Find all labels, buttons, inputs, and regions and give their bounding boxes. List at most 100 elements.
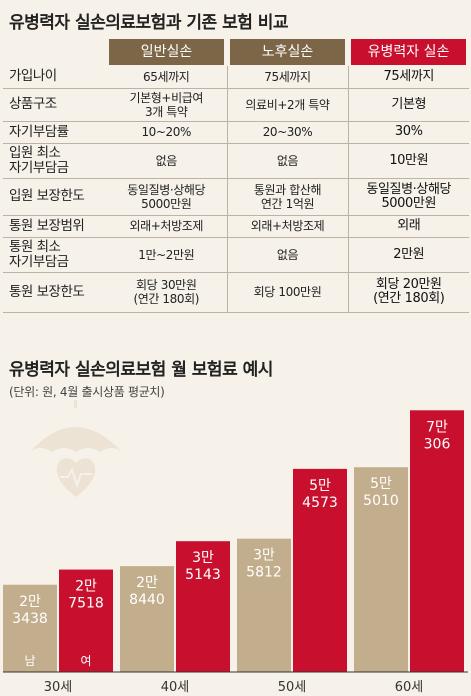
- table-cell: 75세까지: [348, 66, 469, 89]
- bar-female: [410, 410, 464, 672]
- x-tick-label: 50세: [278, 680, 307, 695]
- bar-value-label: 7만: [426, 419, 448, 435]
- table-cell: 30%: [348, 121, 469, 144]
- row-label: 자기부담률: [3, 121, 106, 144]
- table-cell: 2만원: [348, 237, 469, 273]
- bar-male: [3, 584, 57, 672]
- row-label-line: 입원 보장한도: [9, 188, 85, 204]
- cell-line: 외래+처방조제: [250, 219, 325, 233]
- row-label: 가입나이: [3, 66, 106, 89]
- column-header: 일반실손: [106, 38, 227, 66]
- column-header: 노후실손: [227, 38, 348, 66]
- cell-line: (연간 180회): [133, 292, 200, 306]
- table-cell: 동일질병·상해당 5000만원: [106, 178, 227, 216]
- bar-value-label: 3만: [253, 548, 275, 564]
- table-cell: 회당 20만원 (연간 180회): [348, 272, 469, 313]
- bar-value-label: 306: [424, 436, 451, 452]
- cell-line: 의료비+2개 특약: [245, 97, 330, 112]
- cell-line: 5000만원: [381, 195, 437, 211]
- row-label-line: 통원 보장한도: [9, 283, 85, 300]
- table-row: 상품구조 기본형+비급여 3개 특약 의료비+2개 특약 기본형: [3, 88, 469, 122]
- x-tick-label: 30세: [44, 680, 73, 695]
- table-cell: 75세까지: [226, 66, 349, 89]
- table-cell: 회당 30만원 (연간 180회): [106, 272, 227, 313]
- table-cell: 기본형+비급여 3개 특약: [106, 88, 227, 122]
- table-cell: 외래: [348, 215, 469, 238]
- cell-line: 30%: [394, 124, 423, 139]
- cell-line: 2만원: [393, 246, 425, 262]
- cell-line: 회당 20만원: [375, 277, 442, 292]
- row-label: 입원 최소 자기부담금: [3, 143, 106, 179]
- cell-line: 기본형+비급여: [129, 90, 204, 105]
- row-label-line: 자기부담금: [9, 159, 69, 176]
- bar-value-label: 2만: [75, 579, 97, 595]
- cell-line: 없음: [276, 153, 299, 168]
- bar-value-label: 2만: [136, 575, 158, 591]
- cell-line: (연간 180회): [373, 291, 445, 306]
- cell-line: 20~30%: [262, 125, 313, 139]
- chart-title: 유병력자 실손의료보험 월 보험료 예시: [9, 360, 273, 380]
- row-label: 입원 보장한도: [3, 178, 106, 216]
- table-cell: 없음: [226, 237, 349, 273]
- x-tick-label: 40세: [161, 680, 190, 695]
- table-cell: 기본형: [348, 88, 469, 122]
- table-cell: 외래+처방조제: [106, 215, 227, 238]
- row-label-line: 입원 최소: [9, 144, 61, 161]
- bar-female: [59, 569, 113, 672]
- cell-line: 65세까지: [143, 69, 190, 84]
- cell-line: 동일질병·상해당: [127, 182, 206, 197]
- cell-line: 10~20%: [141, 125, 192, 139]
- row-label-line: 상품구조: [9, 96, 57, 112]
- row-label: 통원 보장한도: [3, 272, 106, 313]
- row-label-line: 자기부담금: [9, 253, 69, 270]
- bar-value-label: 3만: [192, 550, 214, 566]
- table-row: 입원 최소 자기부담금 없음 없음 10만원: [3, 143, 469, 179]
- cell-line: 기본형: [391, 96, 427, 112]
- column-header-label: 노후실손: [230, 39, 345, 65]
- series-legend-label: 남: [24, 654, 35, 668]
- cell-line: 회당 30만원: [136, 278, 197, 292]
- row-label-line: 통원 보장범위: [9, 217, 85, 234]
- bar-female: [293, 468, 347, 672]
- row-label-line: 통원 최소: [9, 238, 61, 255]
- cell-line: 회당 100만원: [253, 285, 322, 299]
- bar-value-label: 5만: [370, 476, 392, 492]
- cell-line: 통원과 합산해: [253, 182, 322, 197]
- bar-value-label: 3438: [12, 611, 48, 627]
- row-label: 통원 보장범위: [3, 215, 106, 238]
- cell-line: 3개 특약: [144, 104, 188, 119]
- bar-value-label: 2만: [19, 594, 41, 610]
- table-row: 자기부담률 10~20% 20~30% 30%: [3, 121, 469, 144]
- column-header: 유병력자 실손: [348, 38, 469, 66]
- table-cell: 10~20%: [106, 121, 227, 144]
- bar-male: [354, 467, 408, 672]
- cell-line: 없음: [155, 153, 178, 168]
- table-row: 입원 보장한도 동일질병·상해당 5000만원 통원과 합산해 연간 1억원 동일질병·상…: [3, 178, 469, 216]
- cell-line: 외래+처방조제: [129, 219, 204, 233]
- bar-value-label: 5010: [363, 493, 399, 509]
- table-cell: 동일질병·상해당 5000만원: [348, 178, 469, 216]
- table-cell: 없음: [106, 143, 227, 179]
- table-row: 통원 보장한도 회당 30만원 (연간 180회) 회당 100만원 회당 20만원 (연…: [3, 272, 469, 313]
- table-cell: 통원과 합산해 연간 1억원: [226, 178, 349, 216]
- table-cell: 65세까지: [106, 66, 227, 89]
- cell-line: 1만~2만원: [138, 247, 195, 262]
- bar-value-label: 7518: [68, 596, 104, 612]
- chart-subtitle: (단위: 원, 4월 출시상품 평균치): [9, 385, 165, 399]
- table-cell: 없음: [226, 143, 349, 179]
- table-cell: 의료비+2개 특약: [226, 88, 349, 122]
- table-cell: 20~30%: [226, 121, 349, 144]
- umbrella-heart-icon: [30, 400, 122, 497]
- bar-male: [237, 538, 291, 672]
- table-row: 통원 보장범위 외래+처방조제 외래+처방조제 외래: [3, 215, 469, 238]
- series-legend-label: 여: [80, 654, 91, 668]
- cell-line: 연간 1억원: [260, 196, 315, 211]
- x-tick-label: 60세: [395, 680, 424, 695]
- bar-value-label: 4573: [302, 495, 338, 511]
- row-label-line: 자기부담률: [9, 123, 69, 140]
- column-header-label: 일반실손: [109, 39, 224, 65]
- table-title: 유병력자 실손의료보험과 기존 보험 비교: [9, 13, 289, 33]
- table-cell: 외래+처방조제: [226, 215, 349, 238]
- cell-line: 75세까지: [383, 68, 435, 84]
